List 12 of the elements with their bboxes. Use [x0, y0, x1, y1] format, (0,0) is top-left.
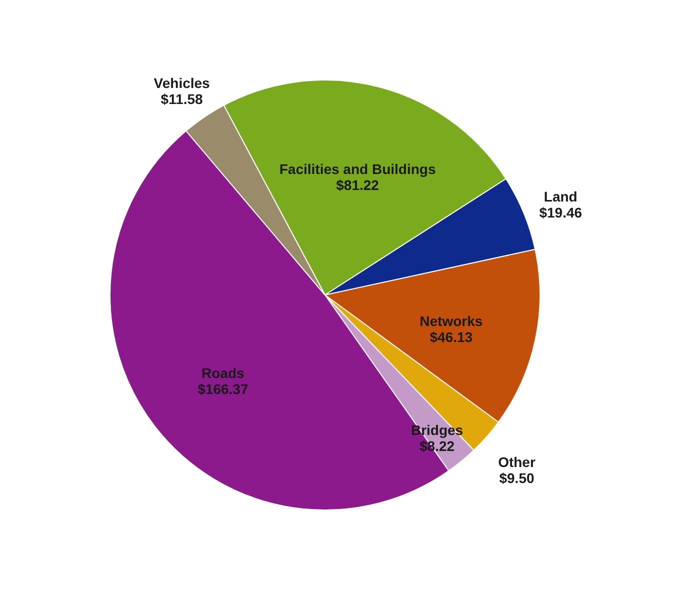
data-label: $19.46 [539, 204, 582, 221]
slice-label: Facilities and Buildings [279, 161, 436, 178]
slice-label: Other [498, 454, 536, 470]
data-label: $9.50 [499, 470, 534, 486]
slice-label: Vehicles [154, 74, 210, 91]
data-label: $46.13 [430, 328, 473, 345]
data-label: $166.37 [198, 380, 248, 397]
data-label: $11.58 [160, 90, 204, 107]
slice-label: Networks [420, 312, 483, 329]
slice-label: Land [544, 188, 578, 205]
slice-label: Roads [202, 364, 245, 381]
data-label: $81.22 [336, 177, 380, 194]
